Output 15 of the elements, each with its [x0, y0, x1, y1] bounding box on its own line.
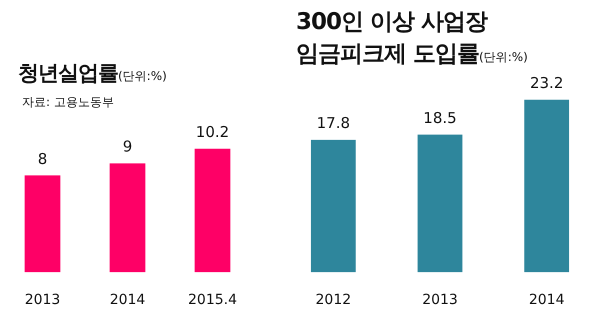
data-label: 23.2	[530, 74, 564, 92]
x-tick-label: 2012	[316, 292, 352, 308]
data-label: 8	[38, 150, 48, 168]
data-label: 18.5	[423, 109, 457, 128]
x-tick-label: 2013	[422, 292, 458, 308]
chart-subtitle: (단위:%)	[479, 50, 528, 64]
x-tick-label: 2013	[24, 292, 60, 308]
data-label: 17.8	[316, 114, 350, 132]
x-tick-label: 2015.4	[188, 292, 238, 308]
data-label: 9	[122, 138, 132, 156]
chart-subtitle: (단위:%)	[118, 69, 167, 83]
text: 자료: 고용노동부	[22, 94, 114, 111]
x-tick-label: 2014	[110, 292, 146, 308]
x-tick-label: 2014	[528, 292, 565, 308]
data-label: 10.2	[196, 123, 230, 142]
